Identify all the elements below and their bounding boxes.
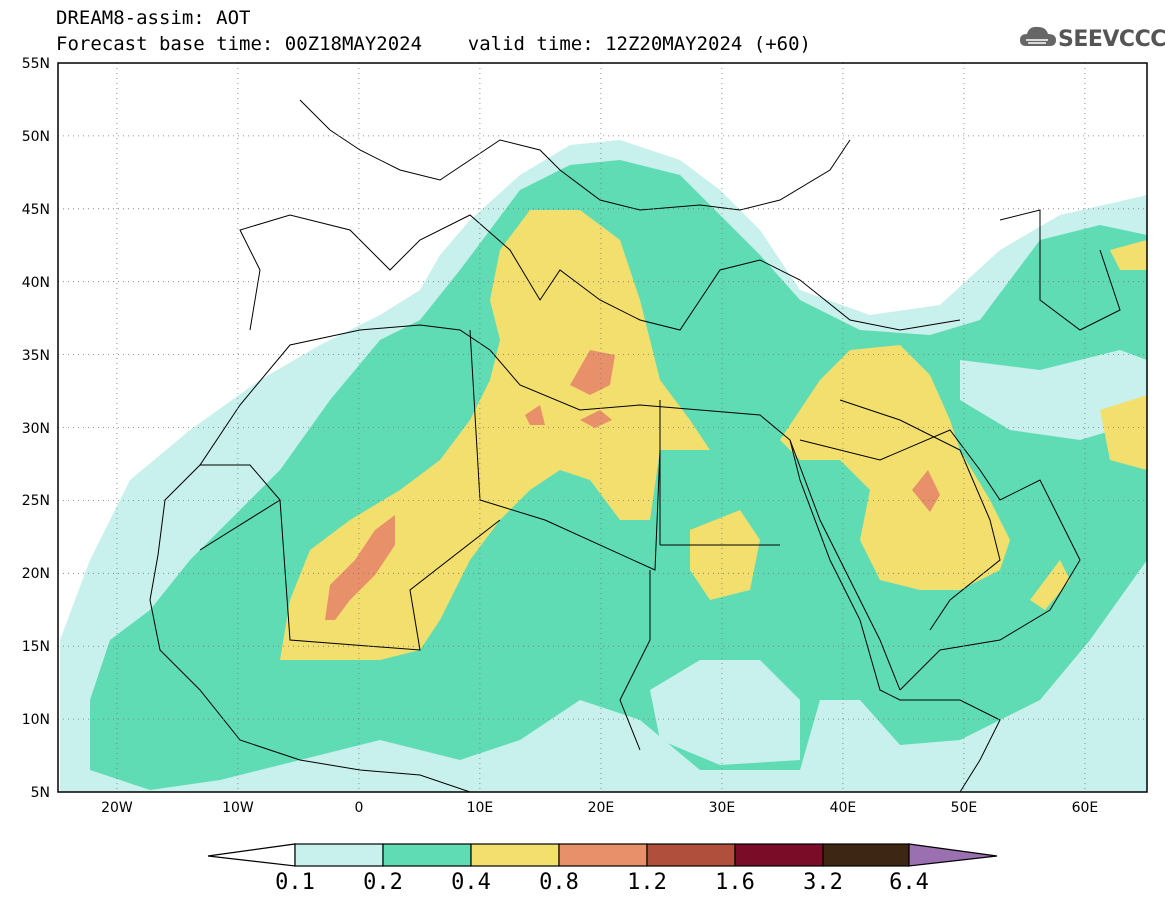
lat-label: 10N xyxy=(22,712,50,728)
lon-label: 50E xyxy=(951,800,978,816)
colorbar-label: 1.2 xyxy=(627,870,667,895)
lat-label: 40N xyxy=(22,275,50,291)
aot-contour-0.4-caspian xyxy=(1110,240,1147,270)
colorbar-label: 0.8 xyxy=(539,870,579,895)
lat-label: 30N xyxy=(22,421,50,437)
aot-contour-0.8-libya2 xyxy=(525,405,545,425)
lon-label: 10W xyxy=(222,800,254,816)
lat-label: 50N xyxy=(22,129,50,145)
lat-label: 35N xyxy=(22,348,50,364)
lon-label: 60E xyxy=(1072,800,1099,816)
colorbar-under-arrow xyxy=(207,843,296,867)
aot-contour-0.8-libya3 xyxy=(580,410,612,428)
coastline-north xyxy=(299,99,851,211)
lat-label: 55N xyxy=(22,56,50,72)
colorbar-box xyxy=(382,843,472,867)
lat-label: 20N xyxy=(22,566,50,582)
aot-contour-0.4-libya xyxy=(690,510,760,600)
colorbar-over-arrow xyxy=(908,843,998,867)
aot-hole-sudan xyxy=(650,660,800,765)
colorbar-box xyxy=(822,843,910,867)
colorbar-box xyxy=(558,843,648,867)
coastline-europe xyxy=(239,214,961,331)
border-sahara-1 xyxy=(279,499,501,651)
colorbar-label: 0.1 xyxy=(275,870,315,895)
colorbar xyxy=(207,843,998,867)
colorbar-label: 0.4 xyxy=(451,870,491,895)
colorbar-label: 3.2 xyxy=(803,870,843,895)
colorbar-box xyxy=(294,843,384,867)
map-title: DREAM8-assim: AOT xyxy=(56,7,251,29)
lon-label: 40E xyxy=(830,800,857,816)
lat-label: 45N xyxy=(22,202,50,218)
lon-axis: 20W 10W 0 10E 20E 30E 40E 50E 60E xyxy=(101,800,1098,816)
colorbar-label: 0.2 xyxy=(363,870,403,895)
lat-axis: 55N 50N 45N 40N 35N 30N 25N 20N 15N 10N … xyxy=(22,56,50,801)
colorbar-box xyxy=(734,843,824,867)
coastline-caspian xyxy=(999,209,1121,331)
colorbar-label: 1.6 xyxy=(715,870,755,895)
colorbar-box xyxy=(470,843,560,867)
cloud-icon xyxy=(1020,26,1056,46)
colorbar-label: 6.4 xyxy=(889,870,929,895)
coastline-west-africa xyxy=(149,554,471,792)
lat-label: 5N xyxy=(31,785,50,801)
plot-frame xyxy=(57,62,1148,793)
lat-label: 15N xyxy=(22,639,50,655)
logo-text: SEEVCCC xyxy=(1058,27,1165,52)
border-chad-sudan xyxy=(619,570,651,751)
aot-field xyxy=(60,140,1147,792)
lon-label: 20E xyxy=(588,800,615,816)
forecast-time-line: Forecast base time: 00Z18MAY2024 valid t… xyxy=(56,33,811,55)
coastline-arabia xyxy=(799,429,1081,691)
aot-contour-0.8-arabia xyxy=(912,470,940,512)
colorbar-box xyxy=(646,843,736,867)
lon-label: 0 xyxy=(354,800,363,816)
aot-contour-0.8-mali xyxy=(325,515,395,620)
coastline-red-sea xyxy=(789,439,901,691)
lat-label: 25N xyxy=(22,493,50,509)
border-saudi xyxy=(839,399,1001,631)
border-mauritania xyxy=(199,464,281,551)
coastlines xyxy=(149,99,1121,792)
aot-contour-0.4-mideast xyxy=(780,345,1010,590)
aot-contour-0.8-libya xyxy=(570,350,615,395)
aot-contour-0.4-oman xyxy=(1030,560,1070,610)
coastline-africa xyxy=(157,324,1001,792)
aot-hole-arabia xyxy=(960,350,1147,440)
lon-label: 20W xyxy=(101,800,133,816)
aot-contour-0.4-gulf xyxy=(1100,395,1147,470)
seevccc-logo: SEEVCCC xyxy=(1018,22,1165,56)
lon-label: 30E xyxy=(709,800,736,816)
lon-label: 10E xyxy=(467,800,494,816)
